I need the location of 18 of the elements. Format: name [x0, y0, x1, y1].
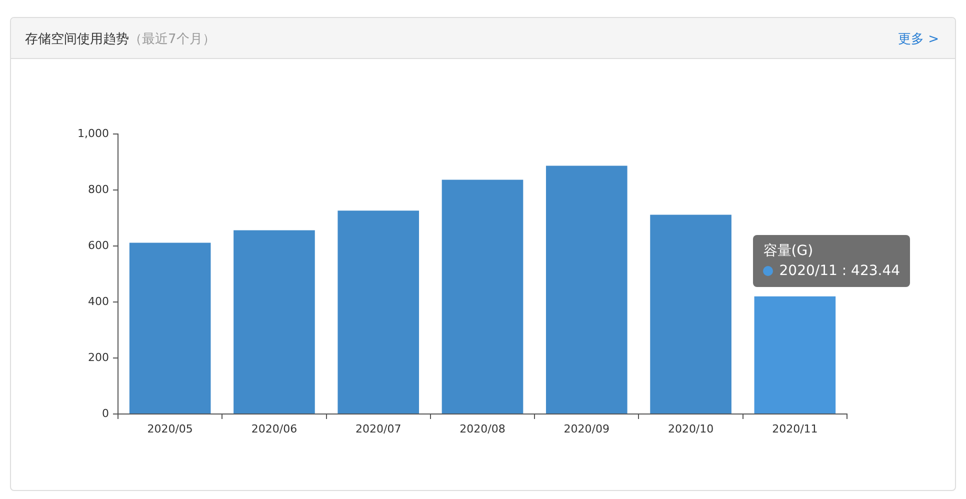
x-tick-label: 2020/11	[772, 422, 818, 436]
chart-subtitle: （最近7个月）	[129, 32, 216, 47]
y-tick-label: 400	[88, 294, 109, 308]
chart-title: 存储空间使用趋势	[25, 32, 129, 47]
text: 更多 >	[898, 31, 939, 48]
text: 容量(G)	[763, 242, 814, 262]
data-label: 2020/11 : 423.44	[779, 262, 900, 282]
y-tick-label: 1,000	[78, 126, 109, 140]
x-tick-label: 2020/08	[460, 422, 506, 436]
x-tick-label: 2020/10	[668, 422, 714, 436]
y-tick-label: 200	[88, 350, 109, 364]
y-tick-label: 0	[102, 406, 109, 420]
x-tick-label: 2020/09	[564, 422, 610, 436]
x-tick-label: 2020/07	[356, 422, 402, 436]
x-tick-label: 2020/06	[251, 422, 298, 436]
x-tick-label: 2020/05	[147, 422, 193, 436]
y-tick-label: 800	[88, 182, 109, 196]
y-tick-label: 600	[88, 238, 109, 252]
